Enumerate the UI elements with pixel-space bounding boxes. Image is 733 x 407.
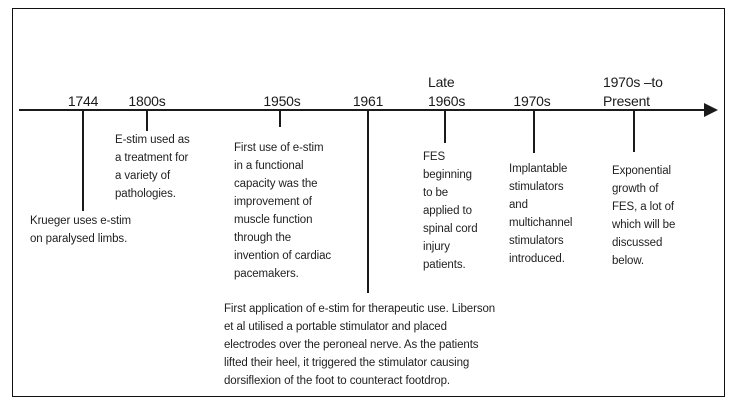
date-label-1800s: 1800s: [128, 93, 166, 109]
event-description-late-1960s: FES beginning to be applied to spinal co…: [423, 151, 478, 271]
date-label-1970s-present: 1970s –to Present: [603, 74, 663, 109]
date-label-1970s: 1970s: [513, 93, 551, 109]
event-description-1970s: Implantable stimulators and multichannel…: [509, 163, 573, 265]
tick-1961: [367, 110, 369, 293]
event-description-1744: Krueger uses e-stim on paralysed limbs.: [30, 215, 131, 245]
tick-1970s-present: [633, 110, 635, 152]
tick-1744: [82, 110, 84, 211]
event-description-1800s: E-stim used as a treatment for a variety…: [115, 134, 190, 200]
event-description-1970s-present: Exponential growth of FES, a lot of whic…: [612, 165, 676, 267]
timeline-arrowhead: [704, 103, 718, 117]
date-label-1961: 1961: [352, 93, 384, 109]
tick-1970s: [533, 110, 535, 153]
tick-late-1960s: [444, 110, 446, 143]
event-description-1961: First application of e-stim for therapeu…: [224, 303, 496, 387]
timeline-axis: [19, 109, 706, 111]
tick-1950s: [279, 110, 281, 127]
event-description-1950s: First use of e-stim in a functional capa…: [234, 142, 332, 280]
date-label-1744: 1744: [67, 93, 99, 109]
date-label-late-1960s: Late 1960s: [428, 74, 466, 109]
date-label-1950s: 1950s: [263, 93, 301, 109]
tick-1800s: [146, 110, 148, 131]
